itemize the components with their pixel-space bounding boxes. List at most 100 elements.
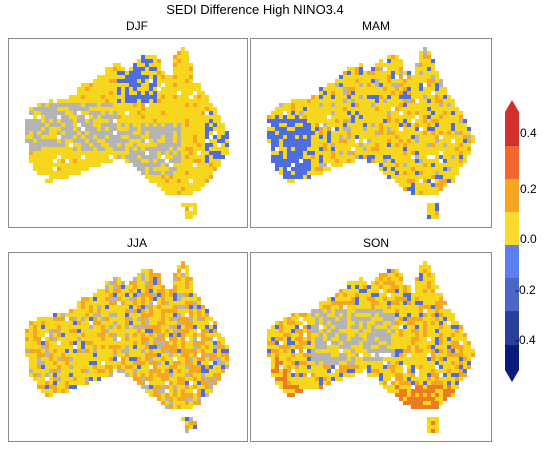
map-cell — [343, 337, 347, 341]
map-cell — [327, 321, 331, 325]
map-cell — [141, 63, 145, 67]
map-cell — [37, 325, 41, 329]
map-cell — [347, 155, 351, 159]
map-cell — [149, 393, 153, 397]
map-cell — [49, 175, 53, 179]
map-cell — [303, 361, 307, 365]
map-cell — [275, 365, 279, 369]
map-cell — [157, 317, 161, 321]
map-cell — [435, 357, 439, 361]
map-cell — [149, 289, 153, 293]
map-cell — [57, 139, 61, 143]
map-cell — [153, 317, 157, 321]
map-cell — [105, 115, 109, 119]
map-cell — [129, 325, 133, 329]
map-cell — [113, 123, 117, 127]
map-cell — [145, 317, 149, 321]
map-cell — [423, 301, 427, 305]
map-cell — [197, 373, 201, 377]
map-cell — [93, 103, 97, 107]
map-cell — [387, 313, 391, 317]
map-cell — [467, 357, 471, 361]
map-cell — [435, 135, 439, 139]
map-cell — [415, 127, 419, 131]
map-cell — [37, 127, 41, 131]
map-cell — [371, 305, 375, 309]
map-cell — [419, 183, 423, 187]
map-cell — [165, 349, 169, 353]
map-cell — [185, 127, 189, 131]
map-cell — [121, 333, 125, 337]
map-cell — [201, 119, 205, 123]
map-cell — [137, 71, 141, 75]
map-cell — [463, 349, 467, 353]
map-cell — [367, 285, 371, 289]
map-cell — [355, 127, 359, 131]
map-cell — [339, 143, 343, 147]
map-cell — [387, 321, 391, 325]
map-cell — [181, 155, 185, 159]
map-cell — [93, 333, 97, 337]
map-cell — [467, 345, 471, 349]
map-cell — [181, 91, 185, 95]
map-cell — [29, 151, 33, 155]
map-cell — [407, 131, 411, 135]
map-cell — [391, 337, 395, 341]
map-cell — [379, 155, 383, 159]
map-cell — [85, 365, 89, 369]
map-cell — [173, 365, 177, 369]
map-cell — [403, 103, 407, 107]
map-cell — [379, 285, 383, 289]
map-cell — [323, 377, 327, 381]
map-cell — [339, 333, 343, 337]
map-cell — [431, 349, 435, 353]
map-cell — [311, 357, 315, 361]
map-cell — [221, 135, 225, 139]
map-cell — [447, 147, 451, 151]
map-cell — [347, 123, 351, 127]
map-cell — [169, 309, 173, 313]
map-cell — [315, 357, 319, 361]
map-cell — [359, 71, 363, 75]
map-cell — [359, 95, 363, 99]
map-cell — [197, 127, 201, 131]
map-cell — [29, 119, 33, 123]
map-cell — [367, 139, 371, 143]
map-cell — [391, 159, 395, 163]
map-cell — [117, 281, 121, 285]
map-cell — [415, 289, 419, 293]
map-cell — [307, 385, 311, 389]
map-cell — [181, 265, 185, 269]
map-cell — [29, 135, 33, 139]
map-cell — [367, 297, 371, 301]
map-cell — [173, 107, 177, 111]
map-cell — [323, 155, 327, 159]
map-cell — [399, 349, 403, 353]
map-cell — [157, 111, 161, 115]
map-cell — [443, 91, 447, 95]
map-cell — [125, 289, 129, 293]
map-cell — [295, 337, 299, 341]
map-cell — [73, 99, 77, 103]
map-cell — [459, 131, 463, 135]
map-cell — [347, 95, 351, 99]
map-cell — [371, 159, 375, 163]
map-cell — [217, 139, 221, 143]
map-cell — [383, 143, 387, 147]
map-cell — [427, 321, 431, 325]
map-cell — [307, 99, 311, 103]
map-cell — [49, 119, 53, 123]
map-cell — [435, 337, 439, 341]
map-cell — [391, 353, 395, 357]
map-cell — [311, 139, 315, 143]
map-cell — [173, 281, 177, 285]
map-cell — [391, 385, 395, 389]
map-cell — [439, 131, 443, 135]
map-cell — [205, 317, 209, 321]
map-cell — [49, 147, 53, 151]
map-cell — [73, 341, 77, 345]
map-cell — [209, 349, 213, 353]
map-cell — [435, 381, 439, 385]
map-cell — [49, 333, 53, 337]
map-cell — [275, 357, 279, 361]
